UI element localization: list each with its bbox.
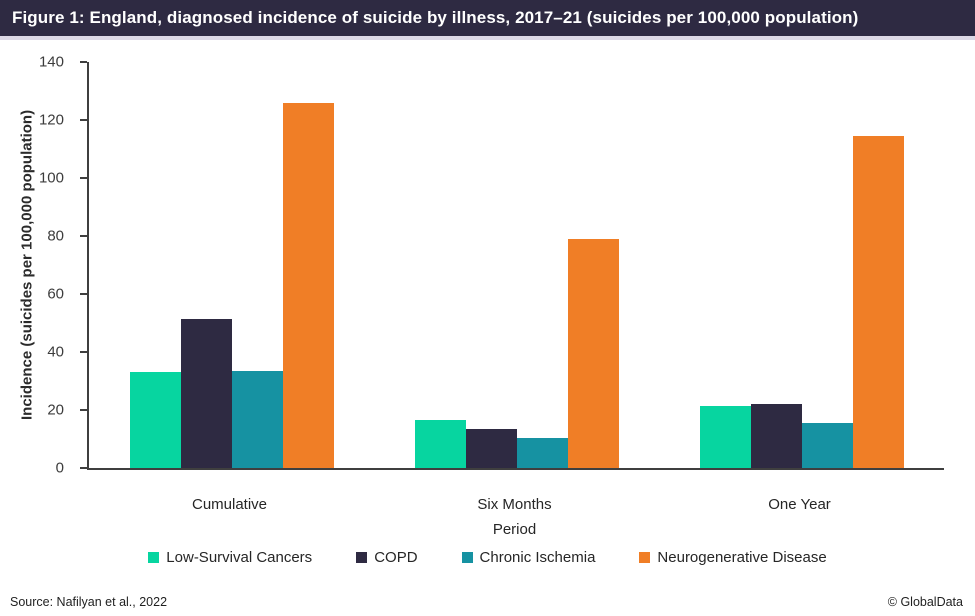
figure-title-bar: Figure 1: England, diagnosed incidence o… <box>0 0 975 36</box>
bar-copd-six-months <box>465 428 517 468</box>
legend-item-neurogenerative-disease: Neurogenerative Disease <box>639 549 827 566</box>
copyright-text: © GlobalData <box>887 595 963 609</box>
bar-copd-one-year <box>750 404 802 468</box>
y-tick-mark-20 <box>80 409 87 411</box>
title-bar-divider <box>0 36 975 40</box>
y-tick-label-120: 120 <box>38 111 64 129</box>
y-tick-label-20: 20 <box>47 401 64 419</box>
plot-area <box>80 61 944 470</box>
legend-label-low-survival-cancers: Low-Survival Cancers <box>166 549 313 566</box>
bar-low-survival-cancers-cumulative <box>129 372 181 468</box>
figure-title: Figure 1: England, diagnosed incidence o… <box>12 8 859 27</box>
bar-neurogenerative-disease-six-months <box>567 238 619 468</box>
bar-neurogenerative-disease-one-year <box>852 135 904 468</box>
y-tick-label-40: 40 <box>47 343 64 361</box>
x-axis-title: Period <box>492 521 537 538</box>
y-tick-label-100: 100 <box>38 169 64 187</box>
legend-item-copd: COPD <box>356 549 418 566</box>
bar-group-cumulative <box>129 62 334 468</box>
y-tick-mark-140 <box>80 61 87 63</box>
bar-copd-cumulative <box>180 318 232 468</box>
legend-item-low-survival-cancers: Low-Survival Cancers <box>148 549 312 566</box>
legend-label-copd: COPD <box>374 549 418 566</box>
y-axis-tick-labels: 0 20 40 60 80 100 120 140 <box>0 54 80 477</box>
y-tick-mark-120 <box>80 119 87 121</box>
legend-swatch-copd <box>356 552 368 563</box>
y-tick-label-80: 80 <box>47 227 64 245</box>
legend-swatch-neurogenerative-disease <box>639 552 651 563</box>
bar-slot-six-months <box>374 62 659 468</box>
bar-neurogenerative-disease-cumulative <box>282 102 334 468</box>
y-tick-mark-100 <box>80 177 87 179</box>
category-label-six-months: Six Months <box>477 496 552 513</box>
y-tick-mark-0 <box>80 467 87 469</box>
y-tick-label-60: 60 <box>47 285 64 303</box>
bar-low-survival-cancers-six-months <box>414 420 466 468</box>
bar-slot-cumulative <box>89 62 374 468</box>
y-tick-label-140: 140 <box>38 53 64 71</box>
y-tick-mark-80 <box>80 235 87 237</box>
y-tick-label-0: 0 <box>55 459 64 477</box>
bar-slot-one-year <box>659 62 944 468</box>
bar-chronic-ischemia-six-months <box>516 437 568 468</box>
legend-item-chronic-ischemia: Chronic Ischemia <box>461 549 596 566</box>
bar-group-one-year <box>699 62 904 468</box>
x-axis-category-labels: Cumulative Six Months One Year <box>87 496 942 513</box>
bar-chronic-ischemia-one-year <box>801 423 853 468</box>
y-tick-mark-60 <box>80 293 87 295</box>
legend-swatch-low-survival-cancers <box>148 552 160 563</box>
legend-label-neurogenerative-disease: Neurogenerative Disease <box>657 549 827 566</box>
category-label-cumulative: Cumulative <box>191 496 268 513</box>
chart-legend: Low-Survival Cancers COPD Chronic Ischemia… <box>0 549 975 566</box>
y-tick-mark-40 <box>80 351 87 353</box>
legend-swatch-chronic-ischemia <box>461 552 473 563</box>
category-label-one-year: One Year <box>768 496 831 513</box>
legend-label-chronic-ischemia: Chronic Ischemia <box>479 549 596 566</box>
bar-low-survival-cancers-one-year <box>699 405 751 468</box>
bar-chronic-ischemia-cumulative <box>231 370 283 468</box>
source-text: Source: Nafilyan et al., 2022 <box>10 595 168 609</box>
bar-group-six-months <box>414 62 619 468</box>
